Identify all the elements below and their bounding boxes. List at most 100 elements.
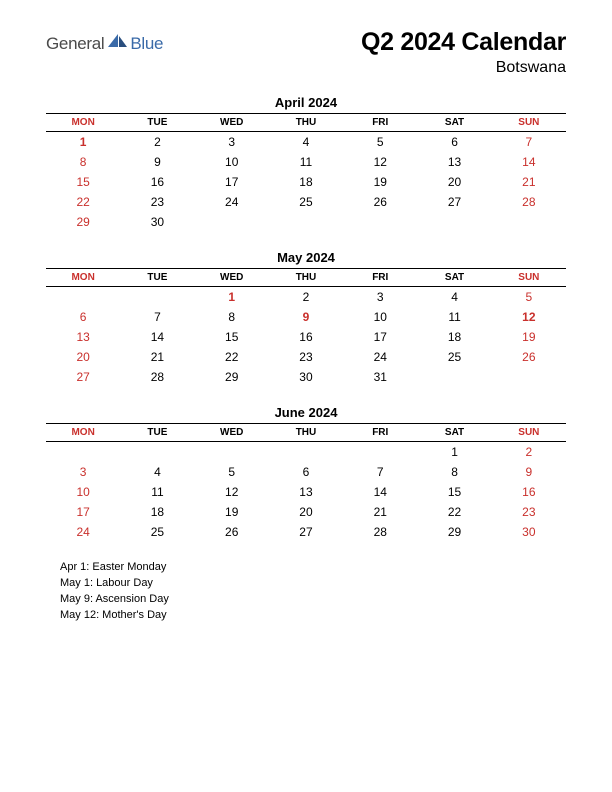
calendar-cell: 23 [492,502,566,522]
day-header: TUE [120,114,194,132]
calendar-row: 20212223242526 [46,347,566,367]
calendar-row: 6789101112 [46,307,566,327]
calendar-cell: 28 [343,522,417,542]
calendar-cell: 22 [417,502,491,522]
calendar-cell: 3 [195,132,269,153]
calendar-row: 22232425262728 [46,192,566,212]
calendar-cell: 15 [46,172,120,192]
calendar-cell: 13 [269,482,343,502]
calendar-cell: 17 [46,502,120,522]
calendar-cell: 18 [120,502,194,522]
day-header: WED [195,114,269,132]
calendar-cell: 16 [120,172,194,192]
day-header: SUN [492,424,566,442]
calendar-cell: 2 [269,287,343,308]
calendar-cell: 12 [195,482,269,502]
calendar-cell: 13 [417,152,491,172]
calendar-cell: 23 [269,347,343,367]
calendar-row: 24252627282930 [46,522,566,542]
calendar-cell: 24 [46,522,120,542]
calendar-row: 17181920212223 [46,502,566,522]
calendar-cell: 1 [417,442,491,463]
calendar-cell: 20 [46,347,120,367]
calendar-cell: 19 [195,502,269,522]
calendar-cell: 18 [269,172,343,192]
holiday-list: Apr 1: Easter MondayMay 1: Labour DayMay… [60,560,566,624]
calendar-cell: 2 [492,442,566,463]
calendar-cell: 30 [269,367,343,387]
calendar-cell [492,367,566,387]
calendar-cell: 23 [120,192,194,212]
calendar-table: MONTUEWEDTHUFRISATSUN1234567891011121314… [46,423,566,542]
calendar-row: 891011121314 [46,152,566,172]
day-header: SUN [492,114,566,132]
calendar-cell [343,442,417,463]
calendar-cell: 12 [343,152,417,172]
calendar-cell: 30 [492,522,566,542]
calendar-cell [492,212,566,232]
calendar-cell: 15 [195,327,269,347]
header: General Blue Q2 2024 Calendar Botswana [46,28,566,77]
day-header: FRI [343,424,417,442]
title-block: Q2 2024 Calendar Botswana [361,28,566,77]
page-title: Q2 2024 Calendar [361,28,566,57]
calendar-cell [417,367,491,387]
calendar-cell: 28 [492,192,566,212]
calendar-cell: 3 [46,462,120,482]
calendar-cell: 14 [492,152,566,172]
calendar-cell: 11 [417,307,491,327]
calendar-cell: 7 [343,462,417,482]
logo: General Blue [46,34,163,54]
day-header: SAT [417,424,491,442]
logo-sail-icon [108,34,128,53]
calendar-cell: 15 [417,482,491,502]
month-title: April 2024 [46,95,566,110]
calendar-cell: 17 [195,172,269,192]
calendar-cell: 4 [120,462,194,482]
day-header: TUE [120,269,194,287]
calendar-cell [195,212,269,232]
calendar-row: 15161718192021 [46,172,566,192]
calendar-cell: 25 [120,522,194,542]
calendar-cell: 1 [46,132,120,153]
calendar-cell: 20 [417,172,491,192]
month-title: May 2024 [46,250,566,265]
calendar-cell: 25 [417,347,491,367]
calendar-cell: 5 [492,287,566,308]
calendar-cell: 27 [269,522,343,542]
calendar-cell: 27 [46,367,120,387]
calendar-cell: 8 [417,462,491,482]
calendar-cell: 28 [120,367,194,387]
day-header: FRI [343,269,417,287]
calendar-cell: 1 [195,287,269,308]
day-header: MON [46,114,120,132]
calendar-cell: 10 [195,152,269,172]
calendar-row: 2930 [46,212,566,232]
calendar-cell: 6 [46,307,120,327]
calendar-cell: 9 [492,462,566,482]
calendar-cell: 4 [269,132,343,153]
calendar-cell: 3 [343,287,417,308]
month-title: June 2024 [46,405,566,420]
calendar-cell: 30 [120,212,194,232]
calendar-table: MONTUEWEDTHUFRISATSUN1234567891011121314… [46,113,566,232]
calendar-cell [269,212,343,232]
holiday-item: Apr 1: Easter Monday [60,560,566,576]
day-header: THU [269,424,343,442]
page-subtitle: Botswana [361,59,566,77]
calendar-cell: 10 [343,307,417,327]
calendar-cell: 24 [195,192,269,212]
calendar-cell: 7 [120,307,194,327]
calendar-cell: 21 [120,347,194,367]
calendar-cell [269,442,343,463]
calendar-cell: 25 [269,192,343,212]
calendar-cell: 24 [343,347,417,367]
day-header: WED [195,269,269,287]
day-header: WED [195,424,269,442]
day-header: TUE [120,424,194,442]
day-header: MON [46,424,120,442]
calendar-cell [46,287,120,308]
calendar-cell: 26 [343,192,417,212]
calendar-cell: 6 [417,132,491,153]
calendar-cell: 17 [343,327,417,347]
